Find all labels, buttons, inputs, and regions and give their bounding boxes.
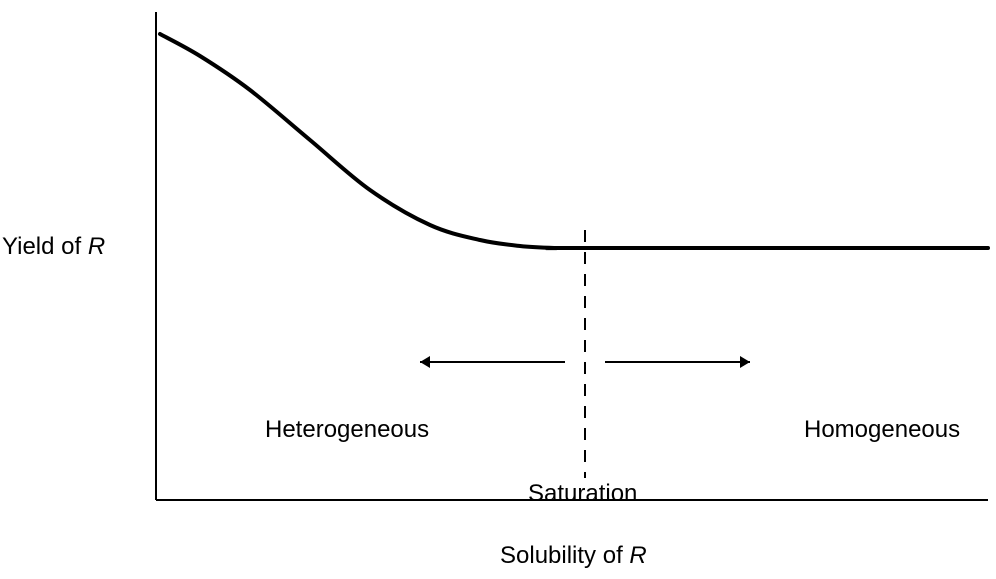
arrow-right-head — [740, 356, 750, 368]
saturation-label: Saturation — [528, 480, 637, 508]
x-axis-label-prefix: Solubility of — [500, 542, 629, 569]
yield-curve — [160, 34, 988, 248]
homogeneous-label: Homogeneous — [804, 416, 960, 444]
yield-vs-solubility-chart — [0, 0, 996, 579]
chart-container: { "chart": { "type": "line", "canvas": {… — [0, 0, 996, 579]
arrow-left-head — [420, 356, 430, 368]
x-axis-label: Solubility of R — [500, 542, 647, 570]
y-axis-label-italic: R — [88, 233, 105, 260]
y-axis-label: Yield of R — [2, 233, 105, 261]
heterogeneous-label: Heterogeneous — [265, 416, 429, 444]
y-axis-label-prefix: Yield of — [2, 233, 88, 260]
x-axis-label-italic: R — [629, 542, 646, 569]
